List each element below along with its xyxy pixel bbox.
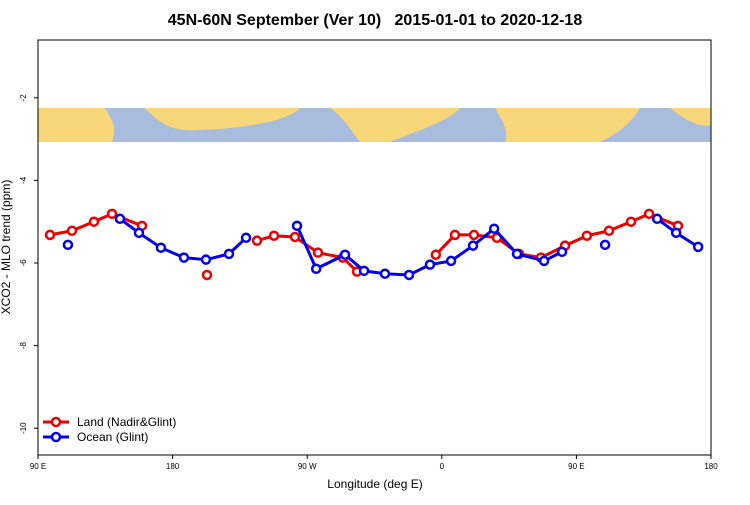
point (310, 263, 322, 275)
y-tick-label: -10 (19, 422, 28, 434)
point (467, 240, 479, 251)
point (106, 208, 118, 220)
point (240, 232, 252, 244)
x-axis-label: Longitude (deg E) (327, 477, 422, 491)
point (603, 225, 615, 237)
point (358, 265, 370, 277)
point (312, 247, 324, 258)
legend-marker (50, 431, 62, 443)
plot-frame (37, 39, 712, 456)
point (66, 225, 78, 237)
point (251, 235, 263, 246)
point (201, 269, 213, 281)
legend-label: Ocean (Glint) (77, 430, 148, 444)
point (44, 229, 56, 241)
point (449, 229, 461, 241)
point (651, 213, 663, 225)
point (511, 248, 523, 260)
point (155, 242, 167, 253)
point (268, 230, 280, 241)
point (581, 230, 593, 241)
x-tick-label: 180 (166, 462, 180, 471)
y-axis-label: XCO2 - MLO trend (ppm) (0, 180, 13, 315)
point (379, 268, 391, 279)
point (430, 249, 442, 260)
point (223, 248, 235, 260)
point (670, 227, 682, 239)
point (556, 246, 568, 258)
point (200, 254, 212, 265)
point (133, 227, 145, 239)
x-tick-label: 90 W (298, 462, 317, 471)
y-tick-label: -8 (19, 341, 28, 349)
chart-title: 45N-60N September (Ver 10) 2015-01-01 to… (168, 12, 583, 29)
point (424, 259, 436, 270)
point (488, 223, 500, 234)
y-tick-label: -6 (19, 259, 28, 267)
point (62, 239, 74, 251)
point (88, 216, 100, 227)
legend-label: Land (Nadir&Glint) (77, 415, 176, 429)
x-tick-label: 0 (440, 462, 445, 471)
point (291, 220, 303, 232)
point (114, 213, 126, 225)
x-tick-label: 90 E (30, 462, 46, 471)
point (178, 252, 190, 263)
point (599, 239, 611, 251)
point (692, 241, 704, 253)
point (538, 255, 550, 267)
point (289, 231, 301, 243)
point (403, 269, 415, 281)
x-tick-label: 90 E (568, 462, 584, 471)
y-tick-label: -2 (19, 94, 28, 102)
point (625, 216, 637, 227)
map-strip (38, 108, 711, 142)
point (339, 249, 351, 260)
y-tick-label: -4 (19, 176, 28, 184)
legend-marker (50, 416, 62, 428)
point (643, 208, 655, 220)
point (468, 229, 480, 241)
point (445, 255, 457, 267)
x-tick-label: 180 (704, 462, 718, 471)
